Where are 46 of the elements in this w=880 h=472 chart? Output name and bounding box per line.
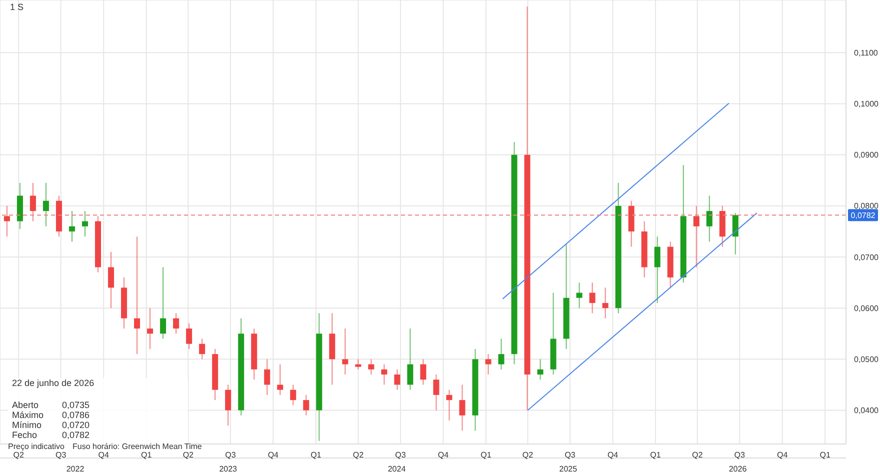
x2-tick-label: 2026: [728, 464, 748, 472]
x-tick-label: Q3: [56, 450, 67, 460]
annotation: 22 de junho de 2026: [11, 378, 96, 388]
annotation: 1 S: [10, 2, 24, 12]
x-tick-label: Q2: [352, 450, 364, 460]
annotation: Fuso horário: Greenwich Mean Time: [72, 442, 202, 451]
y-tick-label: 0,0800: [854, 202, 880, 211]
annotation: Preço indicativo: [8, 442, 64, 451]
x-tick-label: Q4: [607, 450, 619, 460]
x-tick-label: Q1: [480, 450, 492, 460]
annotation: Máximo: [12, 410, 45, 420]
annotation: Fecho: [12, 430, 38, 440]
x-tick-label: Q2: [522, 450, 534, 460]
y-tick-label: 0,0600: [854, 304, 880, 313]
x-tick-label: Q4: [268, 450, 280, 460]
annotation: 0,0786: [62, 410, 90, 420]
y-tick-label: 0,0500: [854, 355, 880, 364]
x-tick-label: Q2: [13, 450, 24, 460]
y-tick-label: 0,0400: [854, 406, 880, 416]
x-tick-label: Q3: [564, 450, 576, 460]
x2-tick-label: 2024: [388, 464, 406, 472]
x-tick-label: Q4: [777, 450, 788, 460]
x-tick-label: Q2: [692, 450, 704, 460]
ref-line-label: 0,0782: [850, 211, 876, 220]
x-tick-label: Q3: [734, 450, 746, 460]
x-tick-label: Q3: [225, 450, 236, 460]
x-tick-label: Q1: [820, 450, 831, 460]
x2-tick-label: 2025: [559, 464, 578, 472]
y-tick-label: 0,0700: [854, 252, 880, 262]
annotation: Mínimo: [12, 420, 43, 430]
annotation: 0,0735: [62, 400, 90, 410]
x-tick-label: Q1: [650, 450, 662, 460]
y-tick-label: 0,1000: [854, 100, 880, 109]
annotation: 0,0782: [62, 430, 90, 440]
x-tick-label: Q4: [438, 450, 450, 460]
x-tick-label: Q1: [141, 450, 152, 460]
x2-tick-label: 2022: [66, 464, 85, 472]
x-tick-label: Q1: [310, 450, 322, 460]
y-tick-label: 0,0900: [854, 150, 880, 160]
x-tick-label: Q2: [182, 450, 194, 460]
annotation: Aberto: [12, 400, 40, 410]
annotation: 0,0720: [62, 420, 90, 430]
x2-tick-label: 2023: [219, 464, 238, 472]
x-tick-label: Q4: [98, 450, 110, 460]
y-tick-label: 0,1100: [854, 48, 878, 58]
x-tick-label: Q3: [395, 450, 406, 460]
